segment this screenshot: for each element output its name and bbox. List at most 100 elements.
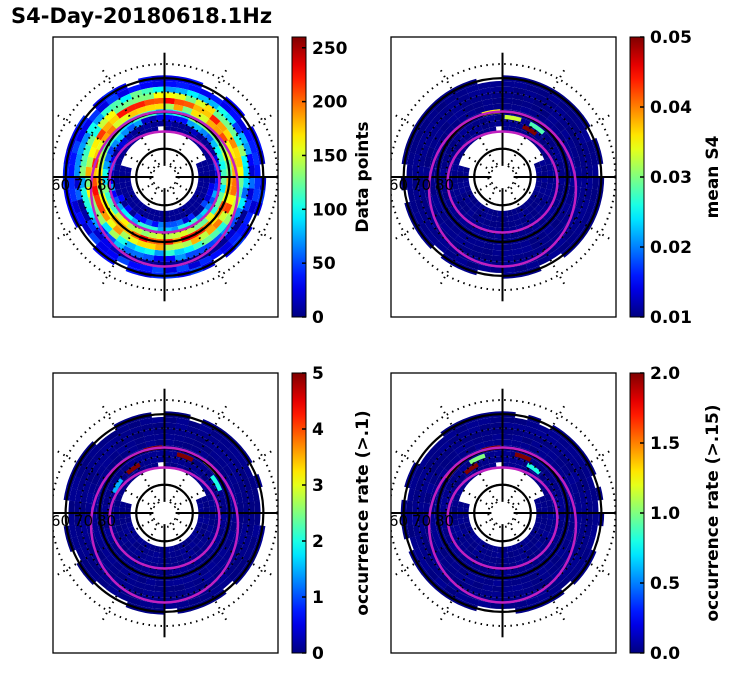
heatmap-bin xyxy=(154,209,161,217)
heatmap-bin xyxy=(435,453,447,465)
heatmap-bin xyxy=(237,502,244,513)
heatmap-bin xyxy=(566,567,579,581)
heatmap-hotspot xyxy=(464,462,479,475)
heatmap-bin xyxy=(540,182,548,189)
figure-title: S4-Day-20180618.1Hz xyxy=(11,4,273,28)
heatmap-bin xyxy=(151,80,165,88)
heatmap-bin xyxy=(171,457,180,464)
heatmap-bin xyxy=(219,520,227,530)
heatmap-bin xyxy=(566,473,576,485)
heatmap-bin xyxy=(537,591,551,602)
heatmap-bin xyxy=(455,194,464,203)
heatmap-bin xyxy=(246,523,255,537)
heatmap-bin xyxy=(95,128,107,141)
heatmap-bin xyxy=(457,208,467,217)
heatmap-bin xyxy=(515,206,523,214)
heatmap-bin xyxy=(219,496,227,506)
heatmap-bin xyxy=(502,585,513,593)
heatmap-bin xyxy=(169,215,177,222)
heatmap-bin xyxy=(514,600,528,609)
heatmap-bin xyxy=(494,233,503,240)
heatmap-bin xyxy=(201,571,213,582)
heatmap-bin xyxy=(512,213,520,221)
heatmap-bin xyxy=(125,532,134,541)
heatmap-bin xyxy=(126,557,137,567)
heatmap-bin xyxy=(237,144,247,157)
heatmap-bin xyxy=(134,580,146,590)
heatmap-bin xyxy=(220,117,232,129)
heatmap-bin xyxy=(102,513,109,522)
heatmap-bin xyxy=(203,512,210,519)
heatmap-bin xyxy=(242,128,254,143)
heatmap-bin xyxy=(538,543,548,553)
heatmap-bin xyxy=(112,560,124,572)
heatmap-bin xyxy=(219,160,227,170)
heatmap-bin xyxy=(420,480,430,493)
heatmap-bin xyxy=(240,490,249,503)
heatmap-bin xyxy=(114,182,121,191)
lat-label: 70 xyxy=(74,512,93,530)
heatmap-bin xyxy=(415,198,425,212)
heatmap-bin xyxy=(149,544,156,552)
heatmap-bin xyxy=(471,119,481,129)
heatmap-bin xyxy=(125,166,132,173)
heatmap-bin xyxy=(450,532,459,542)
heatmap-bin xyxy=(196,93,210,104)
heatmap-bin xyxy=(544,244,558,256)
heatmap-bin xyxy=(509,457,518,464)
heatmap-bin xyxy=(184,557,193,566)
heatmap-bin xyxy=(539,187,547,195)
heatmap-bin xyxy=(109,580,123,592)
heatmap-bin xyxy=(450,239,464,251)
heatmap-bin xyxy=(136,124,145,133)
heatmap-bin xyxy=(147,213,155,221)
heatmap-bin xyxy=(119,501,127,508)
heatmap-bin xyxy=(199,591,213,602)
heatmap-bin xyxy=(586,476,596,490)
heatmap-bin xyxy=(558,168,565,177)
heatmap-bin xyxy=(115,142,125,152)
heatmap-bin xyxy=(483,242,494,250)
heatmap-bin xyxy=(580,128,592,143)
heatmap-bin xyxy=(115,211,125,221)
heatmap-bin xyxy=(197,517,204,524)
heatmap-bin xyxy=(198,449,210,460)
heatmap-bin xyxy=(108,450,120,462)
heatmap-bin xyxy=(492,545,499,553)
heatmap-bin xyxy=(470,586,483,595)
heatmap-bin xyxy=(538,199,547,208)
heatmap-bin xyxy=(415,142,425,156)
heatmap-bin xyxy=(453,469,463,479)
heatmap-bin xyxy=(254,176,261,190)
heatmap-bin xyxy=(453,142,463,152)
heatmap-bin xyxy=(569,555,581,568)
heatmap-bin xyxy=(460,434,473,445)
heatmap-bin xyxy=(502,103,513,110)
heatmap-bin xyxy=(231,555,243,568)
heatmap-bin xyxy=(201,108,213,119)
heatmap-bin xyxy=(189,128,199,137)
heatmap-bin xyxy=(557,496,565,506)
heatmap-bin xyxy=(198,176,205,183)
heatmap-bin xyxy=(517,211,526,219)
heatmap-bin xyxy=(164,114,173,121)
heatmap-bin xyxy=(433,128,445,141)
heatmap-bin xyxy=(251,524,260,538)
heatmap-bin xyxy=(551,145,560,156)
heatmap-bin xyxy=(124,507,131,514)
heatmap-bin xyxy=(68,513,75,526)
heatmap-bin xyxy=(483,440,494,448)
heatmap-bin xyxy=(186,119,196,129)
heatmap-bin xyxy=(112,439,125,451)
heatmap-bin xyxy=(186,225,196,235)
heatmap-bin xyxy=(95,464,107,477)
heatmap-bin xyxy=(185,536,193,545)
heatmap-bin xyxy=(565,125,576,138)
heatmap-bin xyxy=(533,161,541,169)
heatmap-bin xyxy=(543,560,555,572)
heatmap-bin xyxy=(115,157,123,166)
heatmap-bin xyxy=(429,185,437,197)
heatmap-bin xyxy=(145,242,156,250)
heatmap-bin xyxy=(251,152,260,166)
heatmap-bin xyxy=(137,544,145,553)
